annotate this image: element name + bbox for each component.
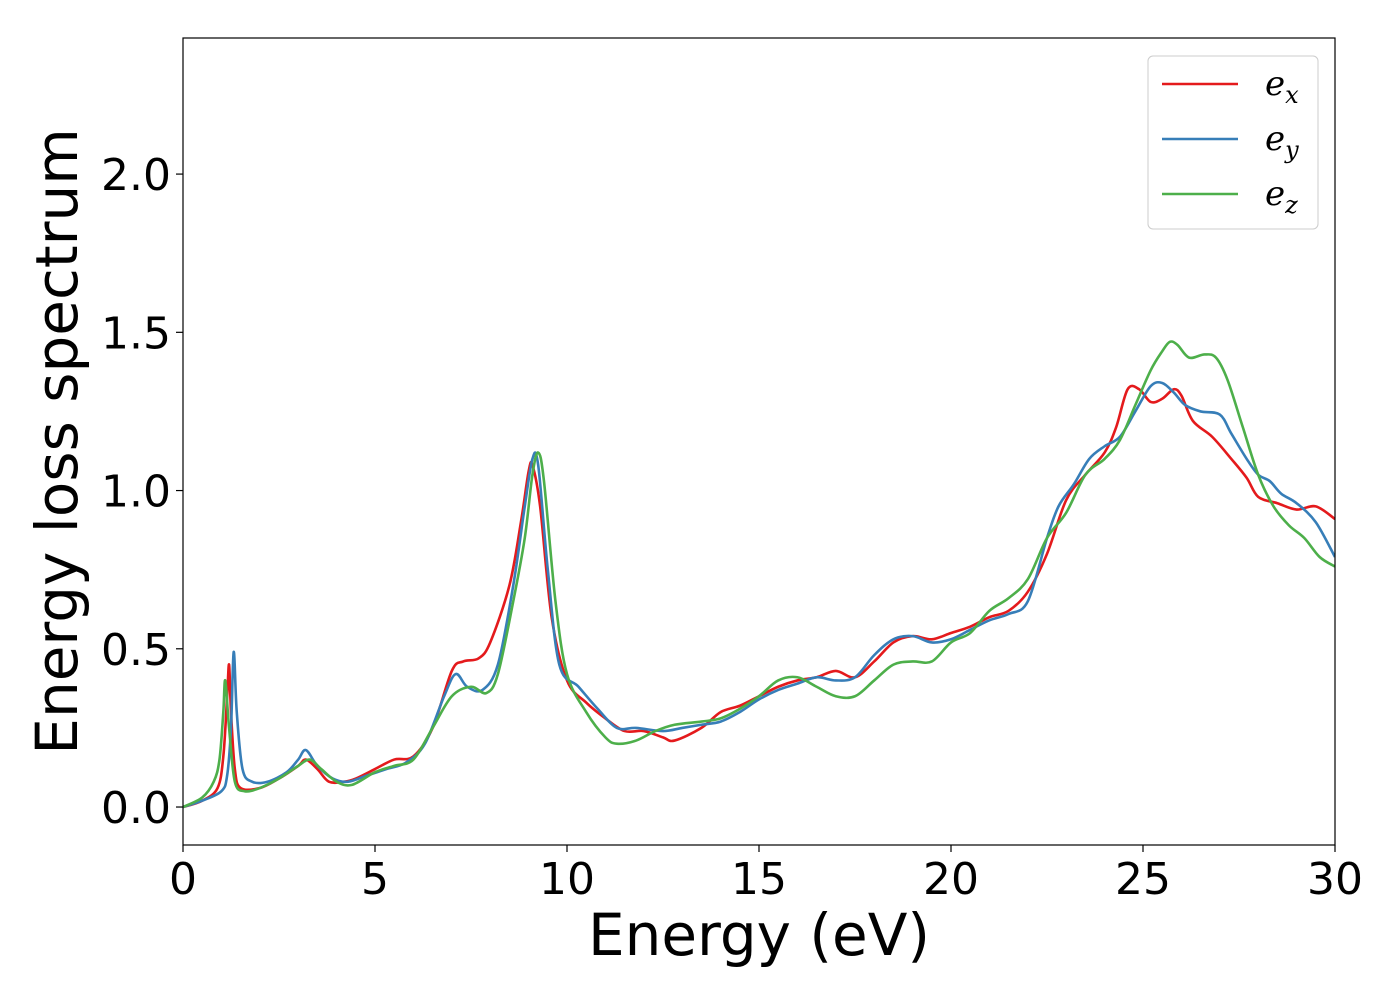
legend-box <box>1147 55 1319 230</box>
x-tick-label: 10 <box>539 854 595 905</box>
x-tick-label: 30 <box>1307 854 1363 905</box>
plot-frame <box>182 37 1336 846</box>
x-tick-label: 5 <box>361 854 389 905</box>
plot-area <box>183 340 1335 809</box>
y-tick-label: 1.5 <box>101 308 171 359</box>
x-tick-label: 20 <box>923 854 979 905</box>
y-axis-ticks: 0.0 0.5 1.0 1.5 2.0 <box>101 150 183 834</box>
y-tick-label: 2.0 <box>101 150 171 201</box>
x-tick-label: 15 <box>731 854 787 905</box>
series-line-x <box>183 384 1335 809</box>
x-axis-label: Energy (eV) <box>588 901 930 969</box>
y-axis-label: Energy loss spectrum <box>23 128 91 754</box>
series-line-z <box>183 340 1335 809</box>
series-line-y <box>183 380 1335 809</box>
legend-label-z: ez <box>1265 174 1298 219</box>
y-tick-label: 0.5 <box>101 625 171 676</box>
legend-label-x: ex <box>1265 64 1299 109</box>
y-tick-label: 1.0 <box>101 467 171 518</box>
legend: ex ey ez <box>1147 55 1319 230</box>
y-tick-label: 0.0 <box>101 783 171 834</box>
legend-label-y: ey <box>1265 119 1299 164</box>
x-tick-label: 25 <box>1115 854 1171 905</box>
x-tick-label: 0 <box>169 854 197 905</box>
x-axis-ticks: 0 5 10 15 20 25 30 <box>169 845 1363 905</box>
